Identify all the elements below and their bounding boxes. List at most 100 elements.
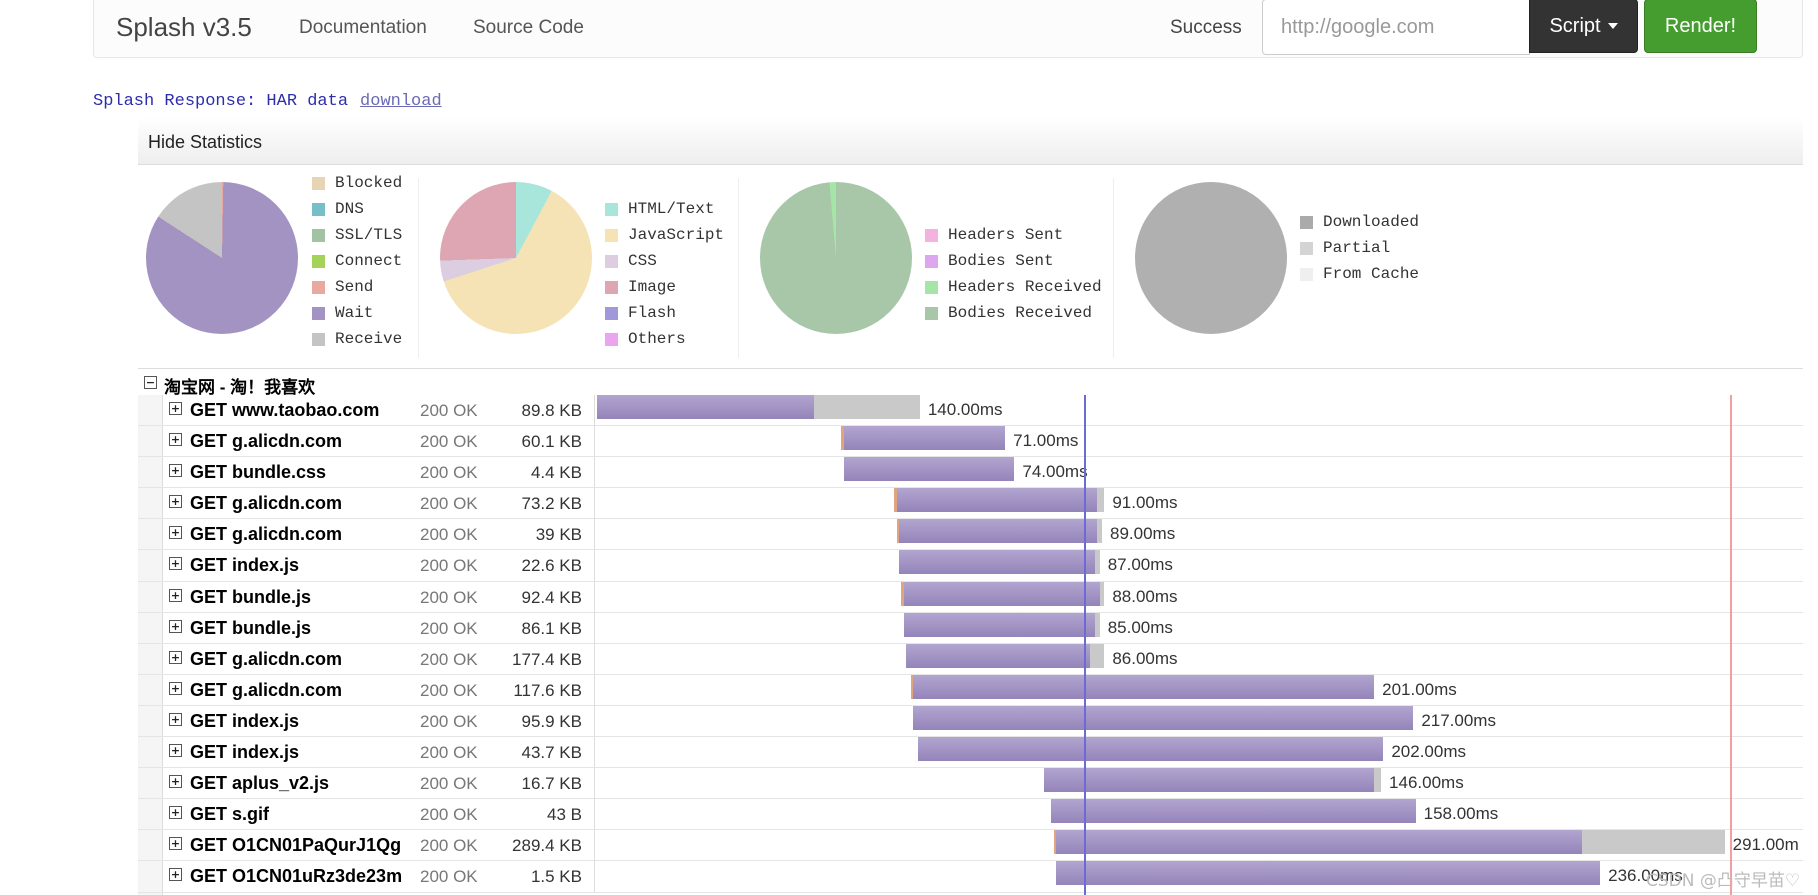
timeline-cell: 146.00ms <box>594 768 1803 800</box>
request-url[interactable]: GET bundle.js <box>190 617 312 638</box>
timeline-bar[interactable] <box>894 488 1105 513</box>
request-row[interactable]: + GET O1CN01PaQurJ1Qg 200 OK 289.4 KB 291.00… <box>138 830 1803 862</box>
request-url[interactable]: GET g.alicdn.com <box>190 648 343 669</box>
request-duration: 74.00ms <box>1022 462 1088 482</box>
timeline-bar[interactable] <box>917 737 1384 762</box>
har-viewer: Hide Statistics Blocked DNS SSL/TLS Conn… <box>138 117 1803 895</box>
request-url[interactable]: GET g.alicdn.com <box>190 679 343 700</box>
request-url[interactable]: GET bundle.css <box>190 462 327 483</box>
request-row[interactable]: + GET O1CN01uRz3de23m 200 OK 1.5 KB 236.00ms <box>138 861 1803 893</box>
request-url[interactable]: GET O1CN01PaQurJ1Qg <box>190 835 402 856</box>
request-row[interactable]: + GET index.js 200 OK 22.6 KB 87.00ms <box>138 550 1803 582</box>
wait-segment <box>1044 768 1375 793</box>
expand-icon[interactable]: + <box>169 588 182 602</box>
legend-item: Downloaded <box>1300 209 1419 235</box>
expand-icon[interactable]: + <box>169 619 182 633</box>
request-url[interactable]: GET aplus_v2.js <box>190 773 330 794</box>
request-url[interactable]: GET bundle.js <box>190 586 312 607</box>
page-group-row[interactable]: − 淘宝网 - 淘！我喜欢 <box>138 368 1803 397</box>
expand-icon[interactable]: + <box>169 775 182 789</box>
expand-icon[interactable]: + <box>169 650 182 664</box>
timeline-bar[interactable] <box>1053 830 1725 855</box>
timeline-bar[interactable] <box>903 612 1100 637</box>
brand-title[interactable]: Splash v3.5 <box>116 12 252 42</box>
request-row[interactable]: + GET g.alicdn.com 200 OK 39 KB 89.00ms <box>138 519 1803 551</box>
request-duration: 202.00ms <box>1391 742 1467 762</box>
expand-icon[interactable]: + <box>169 744 182 758</box>
legend-item: Image <box>605 274 724 300</box>
legend-item: Send <box>312 274 402 300</box>
expand-icon[interactable]: + <box>169 681 182 695</box>
legend-item: Bodies Received <box>925 300 1102 326</box>
timeline-bar[interactable] <box>899 550 1100 575</box>
request-row[interactable]: + GET index.js 200 OK 95.9 KB 217.00ms <box>138 705 1803 738</box>
page-load-line <box>1730 395 1732 895</box>
timeline-cell: 87.00ms <box>594 550 1803 582</box>
timeline-bar[interactable] <box>910 674 1375 699</box>
timeline-bar[interactable] <box>1044 768 1382 793</box>
expand-icon[interactable]: + <box>169 557 182 571</box>
render-button[interactable]: Render! <box>1644 0 1757 53</box>
timeline-bar[interactable] <box>841 426 1006 451</box>
request-size: 95.9 KB <box>521 711 583 731</box>
wait-segment <box>597 395 814 419</box>
request-status: 200 OK <box>420 680 478 700</box>
request-url[interactable]: GET index.js <box>190 555 300 576</box>
expand-icon[interactable]: + <box>169 806 182 820</box>
request-row[interactable]: + GET www.taobao.com 200 OK 89.8 KB 140.00ms <box>138 395 1803 427</box>
legend-item: Blocked <box>312 170 402 196</box>
stats-divider <box>418 178 419 358</box>
timeline-bar[interactable] <box>843 457 1015 482</box>
download-link[interactable]: download <box>360 92 442 111</box>
legend-item: Headers Sent <box>925 222 1102 248</box>
url-input[interactable] <box>1262 0 1530 55</box>
timeline-cell: 89.00ms <box>594 519 1803 551</box>
timeline-bar[interactable] <box>597 395 920 419</box>
request-row[interactable]: + GET bundle.js 200 OK 86.1 KB 85.00ms <box>138 612 1803 644</box>
traffic-pie-chart <box>760 182 912 334</box>
expand-icon[interactable]: + <box>169 526 182 540</box>
request-row[interactable]: + GET g.alicdn.com 200 OK 117.6 KB 201.00ms <box>138 674 1803 706</box>
request-row[interactable]: + GET index.js 200 OK 43.7 KB 202.00ms <box>138 737 1803 769</box>
expand-icon[interactable]: + <box>169 868 182 882</box>
nav-source-code[interactable]: Source Code <box>473 17 584 38</box>
script-button[interactable]: Script <box>1529 0 1638 53</box>
collapse-icon[interactable]: − <box>144 376 157 389</box>
request-row[interactable]: + GET bundle.css 200 OK 4.4 KB 74.00ms <box>138 457 1803 489</box>
request-row[interactable]: + GET s.gif 200 OK 43 B 158.00ms <box>138 799 1803 831</box>
expand-icon[interactable]: + <box>169 712 182 726</box>
expand-icon[interactable]: + <box>169 433 182 447</box>
request-row[interactable]: + GET g.alicdn.com 200 OK 60.1 KB 71.00ms <box>138 426 1803 458</box>
request-url[interactable]: GET index.js <box>190 742 300 763</box>
legend-item: CSS <box>605 248 724 274</box>
request-size: 117.6 KB <box>513 680 582 700</box>
request-url[interactable]: GET g.alicdn.com <box>190 524 343 545</box>
expand-icon[interactable]: + <box>169 402 182 415</box>
request-url[interactable]: GET www.taobao.com <box>190 400 380 420</box>
request-url[interactable]: GET O1CN01uRz3de23m <box>190 866 403 887</box>
timeline-bar[interactable] <box>1051 799 1416 824</box>
expand-icon[interactable]: + <box>169 495 182 509</box>
timeline-bar[interactable] <box>1055 861 1601 886</box>
request-row[interactable]: + GET aplus_v2.js 200 OK 16.7 KB 146.00ms <box>138 768 1803 800</box>
request-url[interactable]: GET s.gif <box>190 804 270 825</box>
request-row[interactable]: + GET g.alicdn.com 200 OK 73.2 KB 91.00ms <box>138 488 1803 520</box>
hide-statistics-link[interactable]: Hide Statistics <box>148 132 263 152</box>
request-status: 200 OK <box>420 711 478 731</box>
expand-icon[interactable]: + <box>169 464 182 478</box>
stats-divider <box>738 178 739 358</box>
legend-item: Receive <box>312 326 402 352</box>
request-url[interactable]: GET index.js <box>190 710 300 731</box>
request-status: 200 OK <box>420 743 478 763</box>
request-row[interactable]: + GET g.alicdn.com 200 OK 177.4 KB 86.00ms <box>138 643 1803 675</box>
timeline-bar[interactable] <box>901 581 1105 606</box>
request-row[interactable]: + GET bundle.js 200 OK 92.4 KB 88.00ms <box>138 581 1803 613</box>
request-url[interactable]: GET g.alicdn.com <box>190 493 343 514</box>
timeline-bar[interactable] <box>896 519 1102 544</box>
nav-documentation[interactable]: Documentation <box>299 17 427 38</box>
expand-icon[interactable]: + <box>169 837 182 851</box>
timeline-bar[interactable] <box>906 643 1105 668</box>
timeline-bar[interactable] <box>912 705 1414 730</box>
request-url[interactable]: GET g.alicdn.com <box>190 431 343 452</box>
request-duration: 201.00ms <box>1382 679 1457 699</box>
